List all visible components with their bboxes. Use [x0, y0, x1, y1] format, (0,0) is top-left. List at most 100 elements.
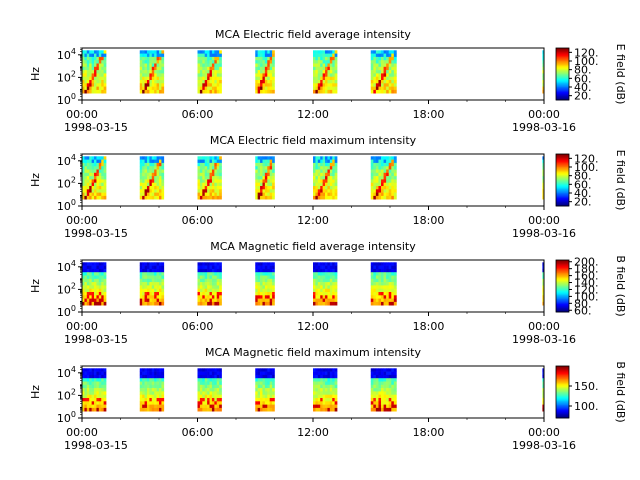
- y-tick-label: 102: [57, 69, 76, 84]
- colorbar-tick-label: 160.: [574, 270, 599, 283]
- x-tick-label: 00:00: [528, 320, 560, 333]
- spectrogram-pass: [82, 50, 107, 94]
- spectrogram-pass: [139, 50, 165, 94]
- spectrogram-pass: [197, 156, 222, 200]
- colorbar: 60.80.100.120.140.160.180.200. B field (d…: [555, 255, 627, 317]
- panel-title: MCA Electric field maximum intensity: [210, 134, 417, 147]
- x-tick-label: 00:00: [66, 214, 98, 227]
- x-tick-label: 06:00: [182, 108, 214, 121]
- y-tick-label: 104: [57, 153, 76, 168]
- panel-title: MCA Electric field average intensity: [215, 28, 411, 41]
- y-tick-label: 100: [57, 198, 76, 213]
- x-tick-label: 06:00: [182, 214, 214, 227]
- colorbar-tick-label: 80.: [574, 297, 592, 310]
- x-date-label: 1998-03-15: [64, 121, 128, 134]
- spectrogram-pass: [542, 50, 545, 94]
- spectrogram-pass: [542, 262, 545, 306]
- x-tick-label: 18:00: [413, 108, 445, 121]
- x-tick-label: 06:00: [182, 426, 214, 439]
- x-tick-label: 12:00: [297, 108, 329, 121]
- x-date-label: 1998-03-15: [64, 227, 128, 240]
- spectrogram-pass: [139, 368, 165, 412]
- spectrogram-pass: [313, 50, 338, 94]
- spectrogram-pass: [82, 262, 107, 306]
- colorbar-tick-label: 40.: [574, 81, 592, 94]
- spectrogram-pass: [370, 262, 397, 306]
- colorbar-tick-label: 60.: [574, 304, 592, 317]
- x-tick-label: 00:00: [66, 426, 98, 439]
- colorbar-label: B field (dB): [614, 361, 627, 422]
- colorbar-tick-label: 120.: [574, 46, 599, 59]
- y-tick-label: 100: [57, 304, 76, 319]
- colorbar-tick-label: 20.: [574, 90, 592, 103]
- spectrogram-pass: [197, 368, 222, 412]
- x-date-label: 1998-03-15: [64, 333, 128, 346]
- y-tick-label: 104: [57, 365, 76, 380]
- spectrogram-pass: [542, 368, 545, 412]
- spectrogram-pass: [313, 262, 338, 306]
- x-tick-label: 00:00: [66, 320, 98, 333]
- colorbar: 20.40.60.80.100.120. E field (dB): [555, 44, 627, 105]
- panel-4: MCA Magnetic field maximum intensity 100 1…: [29, 346, 627, 452]
- colorbar-tick-label: 60.: [574, 178, 592, 191]
- y-axis-label: Hz: [29, 67, 42, 81]
- spectrogram-pass: [370, 368, 397, 412]
- colorbar-tick-label: 80.: [574, 64, 592, 77]
- y-tick-label: 102: [57, 387, 76, 402]
- spectrogram-pass: [197, 50, 222, 94]
- spectrogram-pass: [197, 262, 222, 306]
- panel-title: MCA Magnetic field maximum intensity: [205, 346, 421, 359]
- colorbar-tick-label: 80.: [574, 170, 592, 183]
- colorbar: 100. 150. B field (dB): [555, 361, 627, 423]
- x-tick-label: 18:00: [413, 426, 445, 439]
- panel-title: MCA Magnetic field average intensity: [210, 240, 416, 253]
- spectrogram-pass: [82, 368, 107, 412]
- colorbar-tick-label: 120.: [574, 152, 599, 165]
- x-tick-label: 06:00: [182, 320, 214, 333]
- y-tick-label: 102: [57, 281, 76, 296]
- x-date-label: 1998-03-16: [512, 333, 576, 346]
- y-axis-label: Hz: [29, 385, 42, 399]
- x-date-label: 1998-03-16: [512, 121, 576, 134]
- colorbar-tick-label: 140.: [574, 277, 599, 290]
- x-tick-label: 00:00: [528, 214, 560, 227]
- x-tick-label: 00:00: [528, 108, 560, 121]
- colorbar-tick-label: 100.: [574, 161, 599, 174]
- spectrogram-pass: [255, 156, 275, 200]
- x-tick-label: 12:00: [297, 320, 329, 333]
- colorbar-tick-label: 40.: [574, 187, 592, 200]
- colorbar-tick-label: 180.: [574, 263, 599, 276]
- spectrogram-pass: [255, 368, 275, 412]
- spectrogram-pass: [370, 50, 397, 94]
- colorbar: 20.40.60.80.100.120. E field (dB): [555, 150, 627, 211]
- colorbar-tick-label: 100.: [574, 55, 599, 68]
- x-tick-label: 00:00: [66, 108, 98, 121]
- x-tick-label: 00:00: [528, 426, 560, 439]
- x-date-label: 1998-03-16: [512, 227, 576, 240]
- panel-1: MCA Electric field average intensity 100 1…: [29, 28, 627, 134]
- colorbar-label: E field (dB): [614, 150, 627, 211]
- x-tick-label: 12:00: [297, 426, 329, 439]
- colorbar-tick-label: 120.: [574, 283, 599, 296]
- colorbar-tick-label: 200.: [574, 256, 599, 269]
- y-tick-label: 104: [57, 259, 76, 274]
- colorbar-tick-label: 100.: [574, 400, 599, 413]
- spectrogram-pass: [255, 262, 275, 306]
- spectrogram-pass: [542, 156, 545, 200]
- colorbar-label: B field (dB): [614, 255, 627, 316]
- colorbar-tick-label: 60.: [574, 72, 592, 85]
- x-tick-label: 12:00: [297, 214, 329, 227]
- spectrogram-pass: [370, 156, 397, 200]
- x-tick-label: 18:00: [413, 320, 445, 333]
- y-tick-label: 100: [57, 410, 76, 425]
- spectrogram-pass: [139, 262, 165, 306]
- colorbar-tick-label: 100.: [574, 290, 599, 303]
- spectrogram-pass: [313, 156, 338, 200]
- colorbar-tick-label: 150.: [574, 380, 599, 393]
- y-tick-label: 104: [57, 47, 76, 62]
- y-axis-label: Hz: [29, 173, 42, 187]
- colorbar-label: E field (dB): [614, 44, 627, 105]
- y-tick-label: 102: [57, 175, 76, 190]
- spectrogram-pass: [313, 368, 338, 412]
- panel-2: MCA Electric field maximum intensity 100 1…: [29, 134, 627, 240]
